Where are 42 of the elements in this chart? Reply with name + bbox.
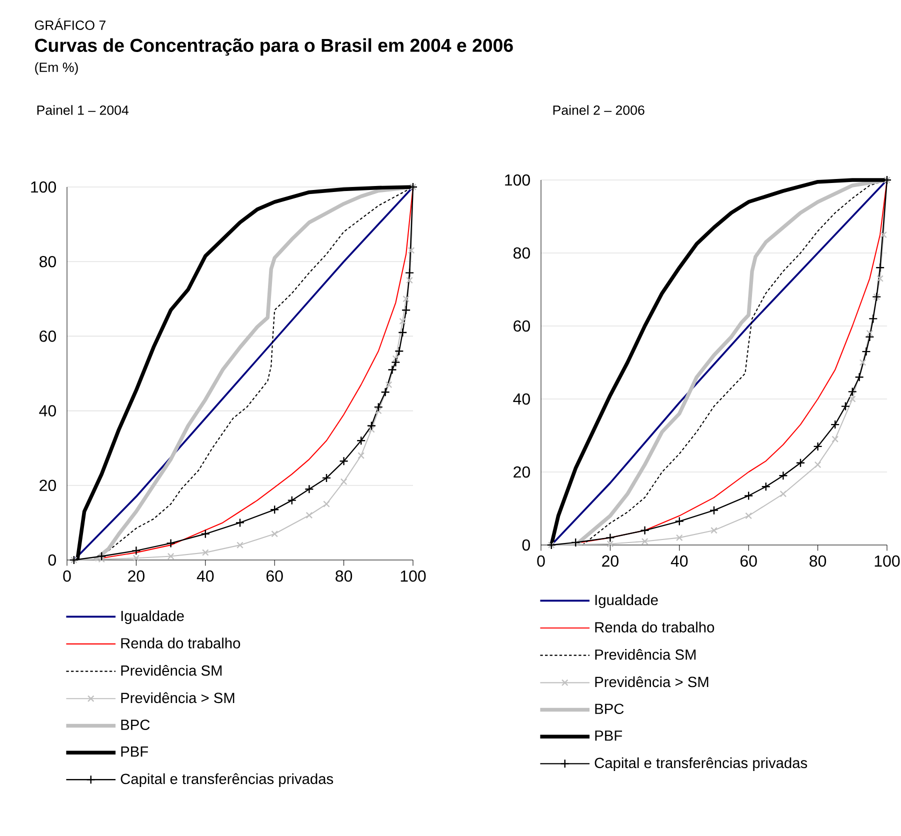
x-tick-label: 100	[400, 570, 426, 582]
y-tick-label: 80	[513, 247, 530, 259]
y-tick-label: 0	[522, 539, 530, 551]
x-tick-label: 0	[63, 570, 71, 582]
x-tick-label: 80	[336, 570, 352, 582]
x-tick-label: 20	[128, 570, 144, 582]
legend-label: PBF	[121, 746, 148, 757]
legend-label: Previdência SM	[595, 649, 696, 660]
y-tick-label: 60	[514, 320, 530, 332]
y-tick-label: 40	[39, 405, 56, 416]
x-tick-label: 40	[196, 570, 214, 582]
legend-label: Capital e transferências privadas	[594, 757, 808, 772]
text: GRÁFICO 7	[34, 18, 106, 30]
chart-title: Painel 1 – 2004	[37, 105, 129, 115]
y-tick-label: 20	[40, 480, 56, 492]
legend-label: Capital e transferências privadas	[120, 773, 334, 788]
x-tick-label: 40	[670, 555, 688, 567]
legend-label: Renda do trabalho	[121, 638, 240, 648]
text: (Em %)	[35, 62, 78, 75]
legend-label: Renda do trabalho	[595, 622, 714, 632]
legend-label: BPC	[121, 720, 150, 730]
legend-label: Previdência SM	[121, 664, 222, 676]
y-tick-label: 40	[513, 393, 530, 405]
legend-label: Igualdade	[595, 594, 658, 608]
text: Curvas de Concentração para o Brasil em 2004 e 2006	[35, 38, 513, 56]
legend-label: Previdência > SM	[121, 692, 234, 704]
legend-label: PBF	[595, 730, 622, 741]
chart-title: Painel 2 – 2006	[553, 105, 644, 115]
x-tick-label: 100	[874, 555, 900, 567]
x-tick-label: 60	[266, 570, 283, 582]
x-tick-label: 0	[537, 555, 545, 567]
x-tick-label: 80	[810, 555, 826, 567]
y-tick-label: 20	[514, 466, 530, 478]
y-tick-label: 100	[31, 181, 56, 193]
legend-label: Previdência > SM	[595, 676, 708, 688]
x-tick-label: 20	[602, 555, 618, 567]
legend-label: BPC	[595, 704, 624, 714]
y-tick-label: 80	[39, 256, 56, 268]
y-tick-label: 100	[505, 174, 530, 186]
x-tick-label: 60	[740, 555, 757, 567]
y-tick-label: 60	[40, 330, 56, 342]
legend-label: Igualdade	[121, 610, 184, 624]
